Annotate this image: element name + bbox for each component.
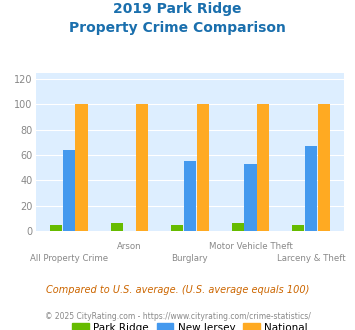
Text: Burglary: Burglary [171, 254, 208, 263]
Text: Motor Vehicle Theft: Motor Vehicle Theft [208, 243, 293, 251]
Bar [305, 146, 317, 231]
Bar [257, 104, 269, 231]
Bar [197, 104, 209, 231]
Text: 2019 Park Ridge: 2019 Park Ridge [113, 2, 242, 16]
Bar [245, 164, 257, 231]
Bar [318, 104, 330, 231]
Bar [136, 104, 148, 231]
Text: Compared to U.S. average. (U.S. average equals 100): Compared to U.S. average. (U.S. average … [46, 285, 309, 295]
Bar [292, 225, 304, 231]
Text: Arson: Arson [117, 243, 142, 251]
Text: Larceny & Theft: Larceny & Theft [277, 254, 345, 263]
Bar [50, 225, 62, 231]
Bar [232, 223, 244, 231]
Text: All Property Crime: All Property Crime [30, 254, 108, 263]
Bar [76, 104, 88, 231]
Text: Property Crime Comparison: Property Crime Comparison [69, 21, 286, 35]
Bar [171, 225, 183, 231]
Bar [111, 223, 123, 231]
Legend: Park Ridge, New Jersey, National: Park Ridge, New Jersey, National [68, 318, 312, 330]
Text: © 2025 CityRating.com - https://www.cityrating.com/crime-statistics/: © 2025 CityRating.com - https://www.city… [45, 312, 310, 321]
Bar [184, 161, 196, 231]
Bar [63, 150, 75, 231]
